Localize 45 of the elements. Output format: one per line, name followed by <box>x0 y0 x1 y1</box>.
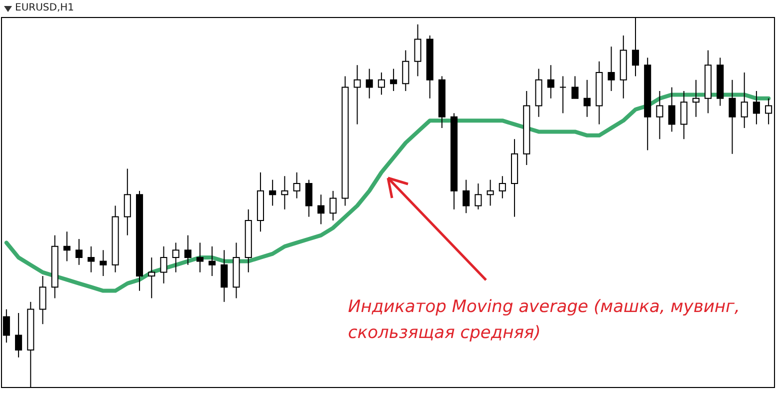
candlestick <box>330 190 337 221</box>
candlestick <box>765 98 772 125</box>
candlestick <box>498 176 506 199</box>
candlestick <box>88 246 95 273</box>
candlestick <box>584 79 591 118</box>
candlestick <box>305 179 312 218</box>
candlestick <box>317 194 324 225</box>
candlestick <box>208 246 216 276</box>
candlestick <box>740 72 748 128</box>
candlestick <box>196 242 204 273</box>
candlestick <box>656 90 664 140</box>
candlestick <box>15 312 22 358</box>
candlestick <box>486 179 494 206</box>
candlestick <box>402 50 410 92</box>
candlestick <box>390 68 398 92</box>
candlestick <box>281 176 288 210</box>
candlestick <box>692 79 700 118</box>
candlestick <box>354 64 361 125</box>
candlestick <box>76 238 83 266</box>
candlestick <box>63 231 70 262</box>
candlestick <box>728 79 736 154</box>
annotation: Индикатор Moving average (машка, мувинг, скользящая средняя) <box>348 296 741 345</box>
candlestick <box>547 64 554 99</box>
candlestick <box>148 257 156 299</box>
candlestick <box>184 234 192 266</box>
candlestick <box>559 76 566 114</box>
candlestick <box>571 76 579 99</box>
candlestick <box>366 68 373 99</box>
candlestick <box>752 90 760 125</box>
candlestick <box>293 172 300 199</box>
candlestick <box>462 179 470 214</box>
candlestick <box>124 168 131 236</box>
candlestick <box>220 250 228 302</box>
candlestick <box>39 276 46 325</box>
candlestick <box>269 179 276 206</box>
candlestick <box>378 72 385 96</box>
candlestick <box>414 24 422 77</box>
candlestick <box>474 183 482 210</box>
candlestick <box>172 242 180 273</box>
candlestick <box>100 250 107 276</box>
candlestick <box>608 46 615 92</box>
candlestick <box>668 86 676 132</box>
chart-title: EURUSD,H1 <box>15 2 74 14</box>
candlestick <box>160 246 168 284</box>
candlestick <box>680 90 688 140</box>
